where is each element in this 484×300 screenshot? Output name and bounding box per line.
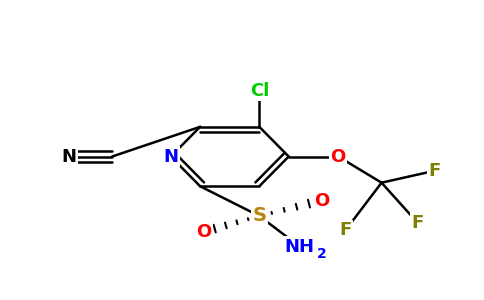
Text: NH: NH (285, 238, 315, 256)
Text: F: F (428, 162, 440, 180)
Text: O: O (331, 148, 346, 166)
Text: N: N (163, 148, 178, 166)
Text: N: N (61, 148, 76, 166)
Text: F: F (339, 221, 351, 239)
Text: 2: 2 (317, 247, 327, 260)
Text: Cl: Cl (250, 82, 269, 100)
Text: O: O (196, 223, 211, 241)
Text: S: S (252, 206, 266, 226)
Text: F: F (411, 214, 424, 232)
Text: O: O (314, 191, 329, 209)
